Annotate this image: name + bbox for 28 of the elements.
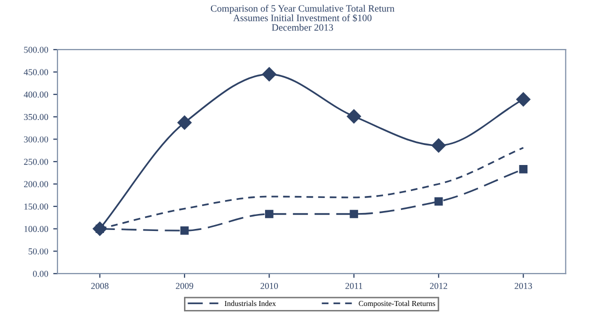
y-tick-label: 0.00 bbox=[32, 270, 48, 277]
x-tick-label: 2010 bbox=[260, 282, 278, 289]
point bbox=[432, 138, 446, 153]
x-tick-label: 2011 bbox=[345, 282, 362, 289]
y-tick-label: 400.00 bbox=[24, 92, 48, 98]
y-tick-label: 50.00 bbox=[28, 248, 48, 254]
chart-title: Comparison of 5 Year Cumulative Total Return Assumes Initial Investment of $100 December 2013 bbox=[210, 4, 394, 31]
x-tick-label: 2008 bbox=[91, 282, 109, 289]
x-tick-label: 2009 bbox=[176, 282, 194, 289]
y-tick-label: 200.00 bbox=[24, 181, 48, 188]
point bbox=[265, 210, 274, 218]
point bbox=[434, 197, 443, 206]
point bbox=[350, 210, 358, 218]
x-tick-label: 2012 bbox=[430, 282, 448, 289]
y-tick-label: 450.00 bbox=[24, 69, 48, 76]
x-tick-label: 2013 bbox=[514, 282, 532, 289]
point bbox=[180, 226, 189, 235]
y-tick-label: 100.00 bbox=[24, 226, 48, 232]
point bbox=[346, 109, 362, 124]
point bbox=[177, 116, 192, 130]
y-tick-label: 350.00 bbox=[24, 114, 48, 120]
point bbox=[516, 92, 530, 106]
point bbox=[262, 67, 276, 82]
y-tick-label: 150.00 bbox=[24, 204, 48, 210]
y-tick-label: 250.00 bbox=[24, 158, 48, 165]
point bbox=[519, 165, 528, 174]
y-tick-label: 300.00 bbox=[24, 136, 48, 142]
y-tick-label: 500.00 bbox=[24, 46, 48, 53]
